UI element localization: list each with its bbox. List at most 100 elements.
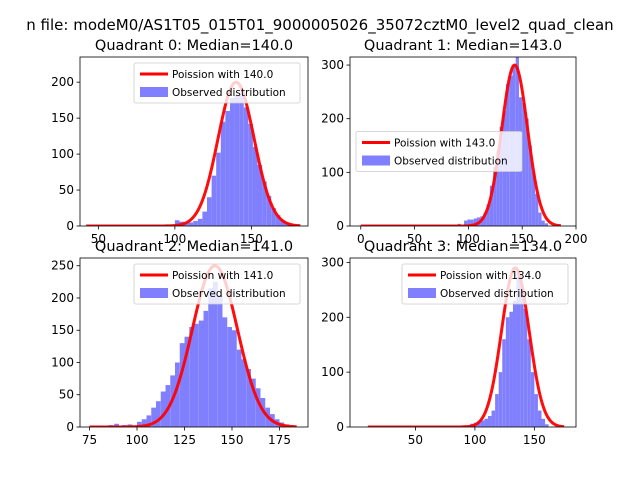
figure-title: n file: modeM0/AS1T05_015T01_9000005026_…	[26, 16, 613, 35]
histogram-bar	[523, 309, 528, 427]
histogram-bar	[525, 118, 529, 226]
x-tick-label: 200	[565, 232, 588, 246]
y-tick-label: 0	[336, 219, 344, 233]
histogram-bar	[179, 343, 185, 427]
x-tick-label: 100	[463, 433, 486, 447]
x-tick-label: 50	[408, 433, 423, 447]
legend: Poission with 140.0 Observed distribution	[133, 62, 301, 104]
histogram-bar	[252, 146, 258, 226]
histogram-bar	[211, 175, 217, 226]
histogram-bar	[531, 172, 536, 226]
histogram-bar	[229, 97, 235, 226]
histogram-bar	[114, 423, 119, 427]
histogram-bar	[255, 388, 261, 427]
histogram-bar	[216, 152, 221, 226]
histogram-bar	[203, 310, 209, 427]
histogram-bar	[537, 410, 542, 427]
histogram-bar	[241, 359, 247, 427]
legend-box	[133, 263, 301, 305]
histogram-bar	[232, 330, 237, 427]
y-tick-label: 100	[51, 355, 74, 369]
histogram-bar	[528, 145, 532, 226]
histogram-bar	[227, 327, 232, 427]
y-tick-label: 50	[59, 388, 74, 402]
histogram-bar	[502, 339, 506, 427]
y-tick-label: 0	[336, 420, 344, 434]
quadrant-3-title: Quadrant 3: Median=134.0	[364, 239, 562, 255]
histogram-bar	[213, 281, 218, 427]
y-tick-label: 200	[51, 75, 74, 89]
histogram-bar	[505, 317, 510, 427]
quadrant-0-plot-area	[85, 80, 302, 226]
histogram-bar	[496, 150, 500, 226]
histogram-bar	[220, 121, 226, 226]
histogram-bar	[236, 349, 242, 427]
y-tick-label: 50	[59, 183, 74, 197]
legend-histogram-swatch	[140, 288, 168, 298]
quadrant-2-plot: 75 100 125 150 175 0 50 100 150 200 250 Poission wi…	[51, 239, 309, 447]
legend-box	[355, 131, 523, 172]
legend: Poission with 141.0 Observed distribution	[133, 263, 301, 305]
histogram-bar	[197, 218, 203, 226]
y-tick-label: 0	[66, 219, 74, 233]
x-tick-label: 100	[126, 433, 149, 447]
histogram-bar	[473, 218, 477, 226]
histogram-bar	[193, 220, 198, 226]
axes-frame	[349, 257, 577, 428]
legend-box	[401, 263, 569, 305]
legend-curve-label: Poission with 140.0	[172, 69, 273, 81]
quadrant-0-plot: 50 100 150 0 50 100 150 200 Poission with 140.0 O…	[51, 38, 309, 246]
histogram-bar	[495, 394, 499, 427]
y-tick-label: 100	[321, 165, 344, 179]
histogram-bar	[486, 204, 490, 226]
histogram-bar	[225, 110, 230, 226]
histogram-bar	[137, 421, 142, 427]
histogram-bar	[217, 294, 223, 427]
histogram-bar	[257, 164, 263, 226]
x-tick-label: 150	[511, 232, 534, 246]
histogram-bar	[243, 107, 249, 226]
x-tick-label: 50	[91, 232, 106, 246]
histogram-bar	[194, 323, 199, 427]
histogram-bar	[156, 401, 161, 427]
y-tick-label: 200	[321, 112, 344, 126]
histogram-bar	[198, 320, 204, 427]
axes-frame	[79, 56, 309, 227]
y-tick-label: 300	[321, 58, 344, 72]
legend: Poission with 143.0 Observed distribution	[355, 131, 523, 172]
legend-histogram-label: Observed distribution	[394, 156, 508, 168]
histogram-bar	[174, 220, 180, 226]
x-tick-label: 150	[240, 232, 263, 246]
legend-histogram-label: Observed distribution	[172, 288, 286, 300]
y-tick-label: 200	[321, 310, 344, 324]
histogram-bar	[544, 223, 549, 226]
histogram-bar	[522, 102, 526, 226]
x-tick-label: 0	[357, 232, 365, 246]
x-tick-label: 50	[407, 232, 422, 246]
histogram-bar	[208, 288, 213, 427]
histogram-bar	[520, 284, 524, 427]
x-tick-label: 75	[82, 433, 97, 447]
quadrant-1-title: Quadrant 1: Median=143.0	[364, 38, 562, 54]
histogram-bar	[477, 421, 481, 427]
histogram-bar	[188, 222, 194, 226]
legend-histogram-swatch	[362, 155, 390, 166]
histogram-bar	[266, 195, 272, 226]
x-tick-label: 100	[163, 232, 186, 246]
legend-curve-label: Poission with 134.0	[440, 270, 541, 282]
histogram-bar	[491, 410, 496, 427]
y-tick-label: 100	[321, 365, 344, 379]
legend-histogram-swatch	[140, 87, 168, 97]
quadrant-0-title: Quadrant 0: Median=140.0	[95, 38, 293, 54]
quadrant-1-plot: 0 50 100 150 200 0 100 200 300 Poission with 143.…	[321, 38, 587, 246]
axes-frame	[349, 56, 577, 227]
legend-curve-label: Poission with 141.0	[172, 270, 273, 282]
histogram-bar	[207, 197, 212, 226]
legend-histogram-label: Observed distribution	[172, 87, 286, 99]
histogram-bar	[489, 185, 494, 226]
y-tick-label: 100	[51, 147, 74, 161]
histogram-bar	[160, 391, 166, 427]
histogram-bar	[467, 219, 471, 226]
histogram-bar	[251, 378, 256, 427]
